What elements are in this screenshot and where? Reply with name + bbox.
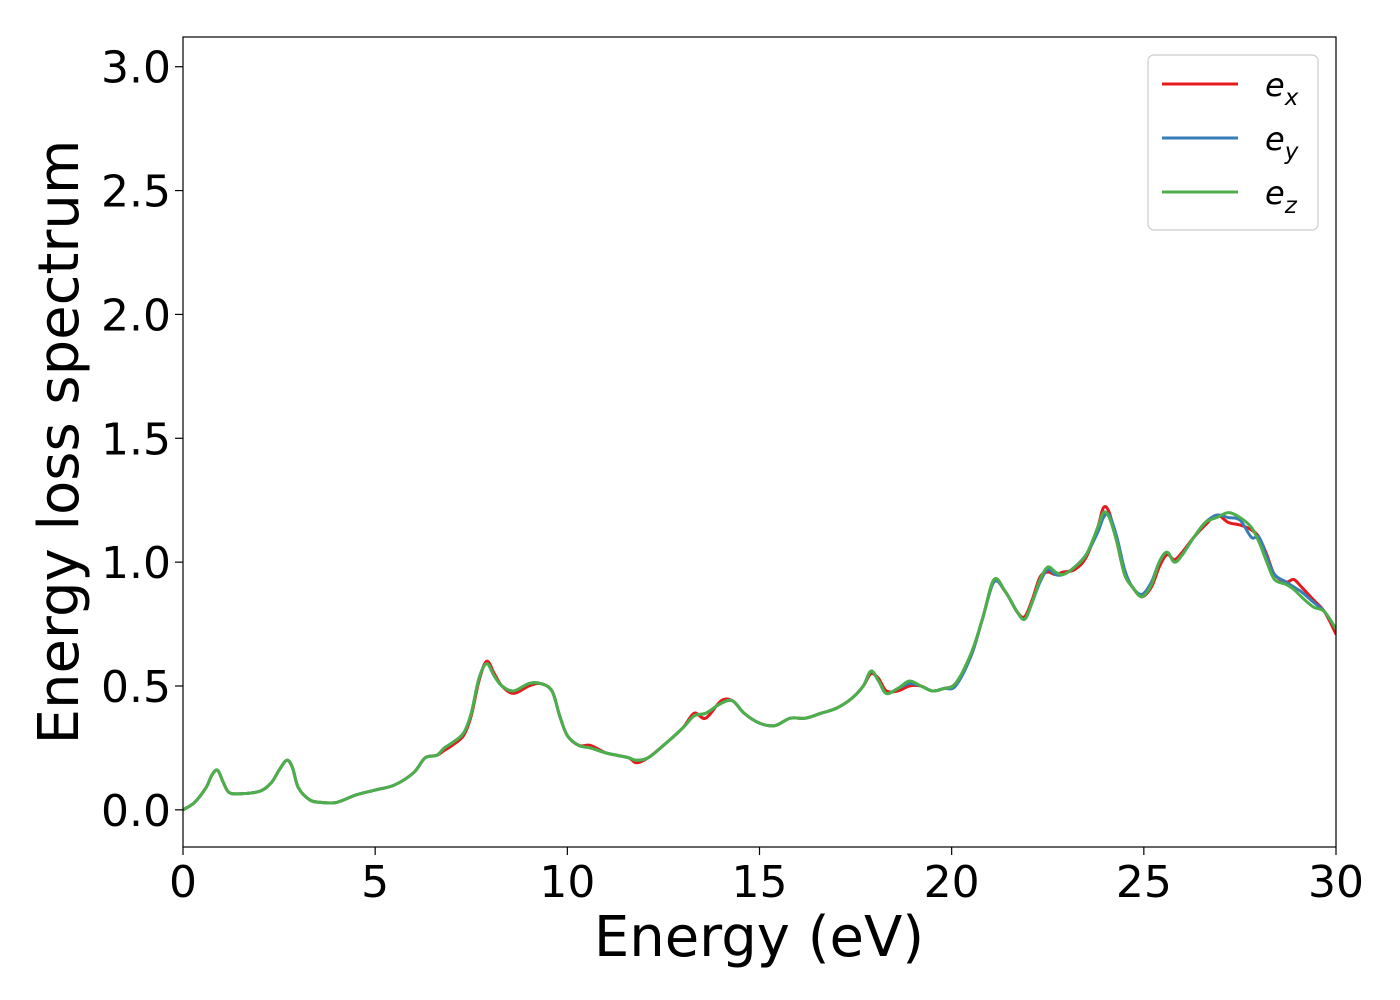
y-tick-label: 0.0 — [101, 786, 171, 837]
legend-box — [1147, 54, 1319, 231]
y-tick-label: 3.0 — [101, 43, 171, 94]
y-tick-label: 1.0 — [101, 538, 171, 589]
y-tick-label: 2.0 — [101, 290, 171, 341]
x-tick-label: 20 — [924, 857, 980, 908]
x-tick-label: 25 — [1116, 857, 1172, 908]
legend-label-x: ex — [1265, 66, 1299, 111]
y-tick-label: 0.5 — [101, 662, 171, 713]
axes-layer: 0 5 10 15 20 25 30 0.0 0.5 1.0 1.5 2.0 2.5 3.0 — [101, 36, 1364, 908]
y-axis-label: Energy loss spectrum — [27, 140, 92, 745]
x-axis-label: Energy (eV) — [594, 905, 924, 970]
x-tick-label: 5 — [361, 857, 389, 908]
legend[interactable]: ex ey ez — [1147, 54, 1319, 231]
series-line-z — [183, 510, 1336, 812]
y-tick-label: 1.5 — [101, 414, 171, 465]
legend-label-y: ey — [1265, 120, 1299, 165]
x-tick-label: 10 — [539, 857, 595, 908]
legend-label-z: ez — [1265, 174, 1298, 219]
x-tick-label: 15 — [732, 857, 788, 908]
x-tick-label: 30 — [1308, 857, 1364, 908]
x-tick-label: 0 — [169, 857, 197, 908]
y-tick-label: 2.5 — [101, 167, 171, 218]
series-layer — [183, 505, 1336, 812]
